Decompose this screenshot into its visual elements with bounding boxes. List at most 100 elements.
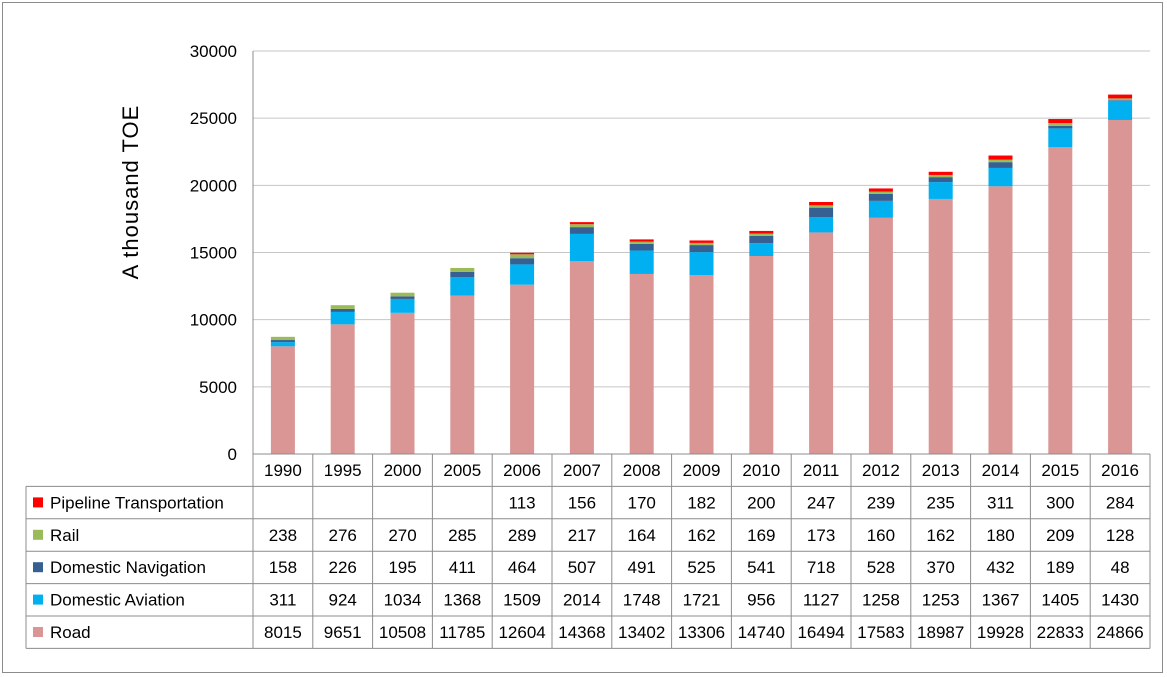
- y-tick-label: 0: [228, 445, 237, 464]
- series-label: Road: [50, 623, 91, 642]
- category-label: 2008: [623, 461, 661, 480]
- bar-segment: [390, 312, 415, 454]
- bar-segment: [689, 240, 714, 243]
- data-label: 182: [687, 493, 715, 512]
- bar-segment: [988, 155, 1013, 160]
- data-label: 464: [508, 558, 536, 577]
- data-label: 195: [388, 558, 416, 577]
- bar-segment: [689, 245, 714, 253]
- category-label: 2009: [683, 461, 721, 480]
- bar-segment: [390, 292, 415, 297]
- bar-segment: [450, 271, 475, 278]
- bar-segment: [928, 177, 953, 183]
- data-label: 200: [747, 493, 775, 512]
- data-label: 276: [329, 526, 357, 545]
- bar-segment: [510, 264, 535, 285]
- data-label: 432: [986, 558, 1014, 577]
- data-label: 14368: [558, 623, 605, 642]
- bar-segment: [569, 222, 594, 225]
- data-label: 238: [269, 526, 297, 545]
- legend-swatch: [33, 562, 43, 573]
- data-label: 164: [628, 526, 656, 545]
- data-label: 162: [687, 526, 715, 545]
- bar-segment: [809, 205, 834, 208]
- category-label: 2000: [384, 461, 422, 480]
- data-label: 156: [568, 493, 596, 512]
- bar-segment: [629, 241, 654, 244]
- y-tick-label: 10000: [190, 311, 237, 330]
- data-label: 284: [1106, 493, 1134, 512]
- data-label: 541: [747, 558, 775, 577]
- category-label: 1990: [264, 461, 302, 480]
- bars: [270, 94, 1133, 454]
- bar-segment: [749, 243, 774, 256]
- bar-segment: [689, 242, 714, 246]
- data-label: 1509: [503, 591, 541, 610]
- bar-segment: [1108, 94, 1133, 99]
- series-label: Pipeline Transportation: [50, 493, 224, 512]
- bar-segment: [1048, 147, 1073, 454]
- data-label: 311: [269, 591, 296, 610]
- data-label: 16494: [797, 623, 844, 642]
- bar-segment: [270, 340, 295, 343]
- legend-swatch: [33, 497, 43, 508]
- y-tick-label: 5000: [199, 378, 237, 397]
- bar-segment: [510, 284, 535, 454]
- bar-segment: [569, 260, 594, 454]
- data-label: 300: [1046, 493, 1074, 512]
- data-table: 1990 1995 2000 2005 2006 2007 2008 2009 2010 2011…: [25, 453, 1151, 649]
- data-label: 411: [449, 558, 476, 577]
- bar-segment: [868, 200, 893, 218]
- legend-swatch: [33, 529, 43, 540]
- data-label: 128: [1106, 526, 1134, 545]
- category-label: 2005: [443, 461, 481, 480]
- bar-segment: [1048, 123, 1073, 126]
- data-label: 170: [628, 493, 656, 512]
- bar-segment: [988, 159, 1013, 163]
- data-label: 1368: [443, 591, 481, 610]
- data-label: 528: [867, 558, 895, 577]
- bar-segment: [809, 207, 834, 218]
- category-label: 2010: [742, 461, 780, 480]
- data-label: 1258: [862, 591, 900, 610]
- bar-segment: [868, 193, 893, 201]
- category-label: 2011: [803, 461, 840, 480]
- data-label: 285: [448, 526, 476, 545]
- data-label: 12604: [498, 623, 545, 642]
- data-label: 1721: [683, 591, 721, 610]
- bar-segment: [450, 267, 475, 272]
- bar-segment: [928, 182, 953, 199]
- y-tick-label: 30000: [190, 42, 237, 61]
- data-label: 1253: [922, 591, 960, 610]
- bar-segment: [450, 277, 475, 296]
- data-label: 525: [687, 558, 715, 577]
- data-label: 10508: [379, 623, 426, 642]
- category-label: 2007: [563, 461, 601, 480]
- bar-segment: [689, 252, 714, 276]
- data-label: 956: [747, 591, 775, 610]
- legend-swatch: [33, 594, 43, 605]
- data-label: 235: [927, 493, 955, 512]
- bar-segment: [1048, 119, 1073, 124]
- data-label: 189: [1046, 558, 1074, 577]
- bar-segment: [749, 235, 774, 244]
- y-tick-label: 15000: [190, 244, 237, 263]
- bar-segment: [510, 254, 535, 259]
- data-label: 22833: [1037, 623, 1084, 642]
- data-label: 718: [807, 558, 835, 577]
- bar-segment: [270, 346, 295, 454]
- data-label: 924: [329, 591, 357, 610]
- bar-segment: [868, 191, 893, 194]
- bar-segment: [629, 243, 654, 251]
- data-label: 14740: [738, 623, 785, 642]
- bar-segment: [569, 233, 594, 261]
- bar-segment: [510, 258, 535, 265]
- series-label: Domestic Aviation: [50, 591, 185, 610]
- bar-segment: [510, 252, 535, 255]
- data-label: 491: [628, 558, 656, 577]
- data-label: 13306: [678, 623, 725, 642]
- bar-segment: [749, 233, 774, 236]
- bar-segment: [988, 186, 1013, 454]
- data-label: 226: [329, 558, 357, 577]
